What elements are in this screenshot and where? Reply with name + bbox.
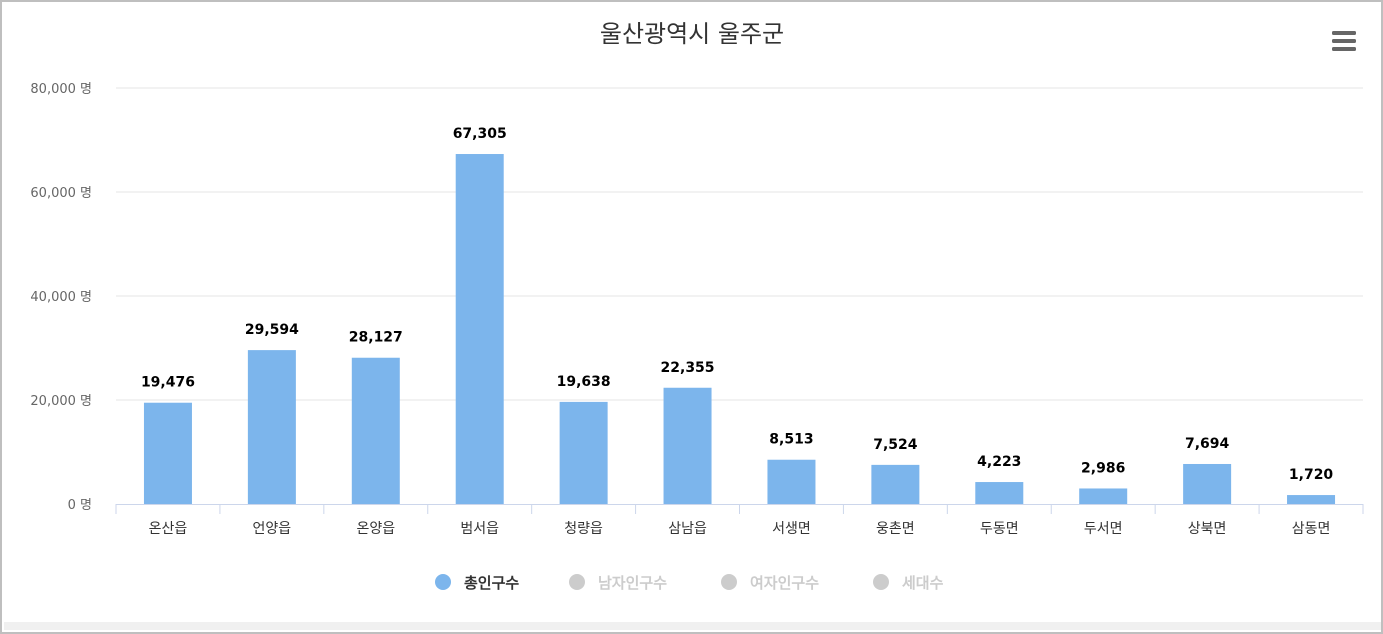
data-label: 7,524 xyxy=(873,437,918,453)
bar[interactable] xyxy=(559,401,608,504)
data-label: 1,720 xyxy=(1289,467,1334,483)
legend-item[interactable]: 여자인구수 xyxy=(721,574,819,592)
x-tick-label: 삼동면 xyxy=(1292,521,1331,537)
x-tick-label: 온양읍 xyxy=(356,521,395,537)
legend-marker xyxy=(873,574,889,590)
legend-item[interactable]: 세대수 xyxy=(873,574,944,592)
x-tick-label: 두동면 xyxy=(980,521,1019,537)
grid-lines xyxy=(116,87,1363,401)
legend-label: 남자인구수 xyxy=(598,574,667,592)
data-labels: 19,476 29,594 28,127 67,305 19,638 22,355 8,51… xyxy=(141,126,1333,483)
x-tick-label: 언양읍 xyxy=(253,521,292,537)
data-label: 8,513 xyxy=(769,432,813,448)
data-label: 4,223 xyxy=(977,454,1021,470)
bar[interactable] xyxy=(351,357,400,504)
legend-label: 세대수 xyxy=(902,574,944,592)
x-tick-label: 청량읍 xyxy=(564,521,603,537)
bottom-strip xyxy=(4,622,1381,630)
bar[interactable] xyxy=(143,402,192,504)
bar[interactable] xyxy=(1079,488,1128,504)
bar-series xyxy=(143,154,1336,504)
hamburger-menu-icon[interactable] xyxy=(1330,29,1358,53)
x-tick-label: 범서읍 xyxy=(460,521,499,537)
y-tick-label: 0 명 xyxy=(68,498,92,513)
x-tick-label: 서생면 xyxy=(772,521,811,537)
y-tick-label: 40,000 명 xyxy=(30,290,92,305)
bar[interactable] xyxy=(871,464,920,504)
y-tick-label: 60,000 명 xyxy=(30,186,92,201)
x-tick-label: 상북면 xyxy=(1188,521,1227,537)
data-label: 7,694 xyxy=(1185,436,1230,452)
bar[interactable] xyxy=(767,459,816,504)
y-tick-label: 20,000 명 xyxy=(30,394,92,409)
legend-label: 여자인구수 xyxy=(750,574,819,592)
legend-item[interactable]: 남자인구수 xyxy=(569,574,667,592)
y-axis: 0 명 20,000 명 40,000 명 60,000 명 80,000 명 xyxy=(30,82,92,513)
x-tick-label: 온산읍 xyxy=(149,521,188,537)
legend-marker xyxy=(435,574,451,590)
data-label: 19,638 xyxy=(557,374,611,390)
bar[interactable] xyxy=(247,350,296,504)
legend-label: 총인구수 xyxy=(464,574,519,592)
bar[interactable] xyxy=(1183,463,1232,504)
data-label: 67,305 xyxy=(453,126,507,142)
legend: 총인구수 남자인구수 여자인구수 세대수 xyxy=(435,574,944,592)
legend-marker xyxy=(569,574,585,590)
data-label: 22,355 xyxy=(661,360,715,376)
bar[interactable] xyxy=(1287,495,1336,504)
bar[interactable] xyxy=(975,482,1024,504)
bar[interactable] xyxy=(455,154,504,504)
x-tick-label: 두서면 xyxy=(1084,521,1123,537)
x-tick-label: 삼남읍 xyxy=(668,521,707,537)
bar[interactable] xyxy=(663,387,712,504)
data-label: 19,476 xyxy=(141,375,195,391)
x-tick-label: 웅촌면 xyxy=(876,521,915,537)
data-label: 28,127 xyxy=(349,330,403,346)
chart-title: 울산광역시 울주군 xyxy=(600,20,784,48)
data-label: 29,594 xyxy=(245,322,299,338)
y-tick-label: 80,000 명 xyxy=(30,82,92,97)
legend-marker xyxy=(721,574,737,590)
data-label: 2,986 xyxy=(1081,460,1125,476)
x-axis: 온산읍 언양읍 온양읍 범서읍 청량읍 삼남읍 서생면 웅촌면 두동면 두서면 상북면 삼동면 xyxy=(115,504,1364,537)
legend-item[interactable]: 총인구수 xyxy=(435,574,519,592)
